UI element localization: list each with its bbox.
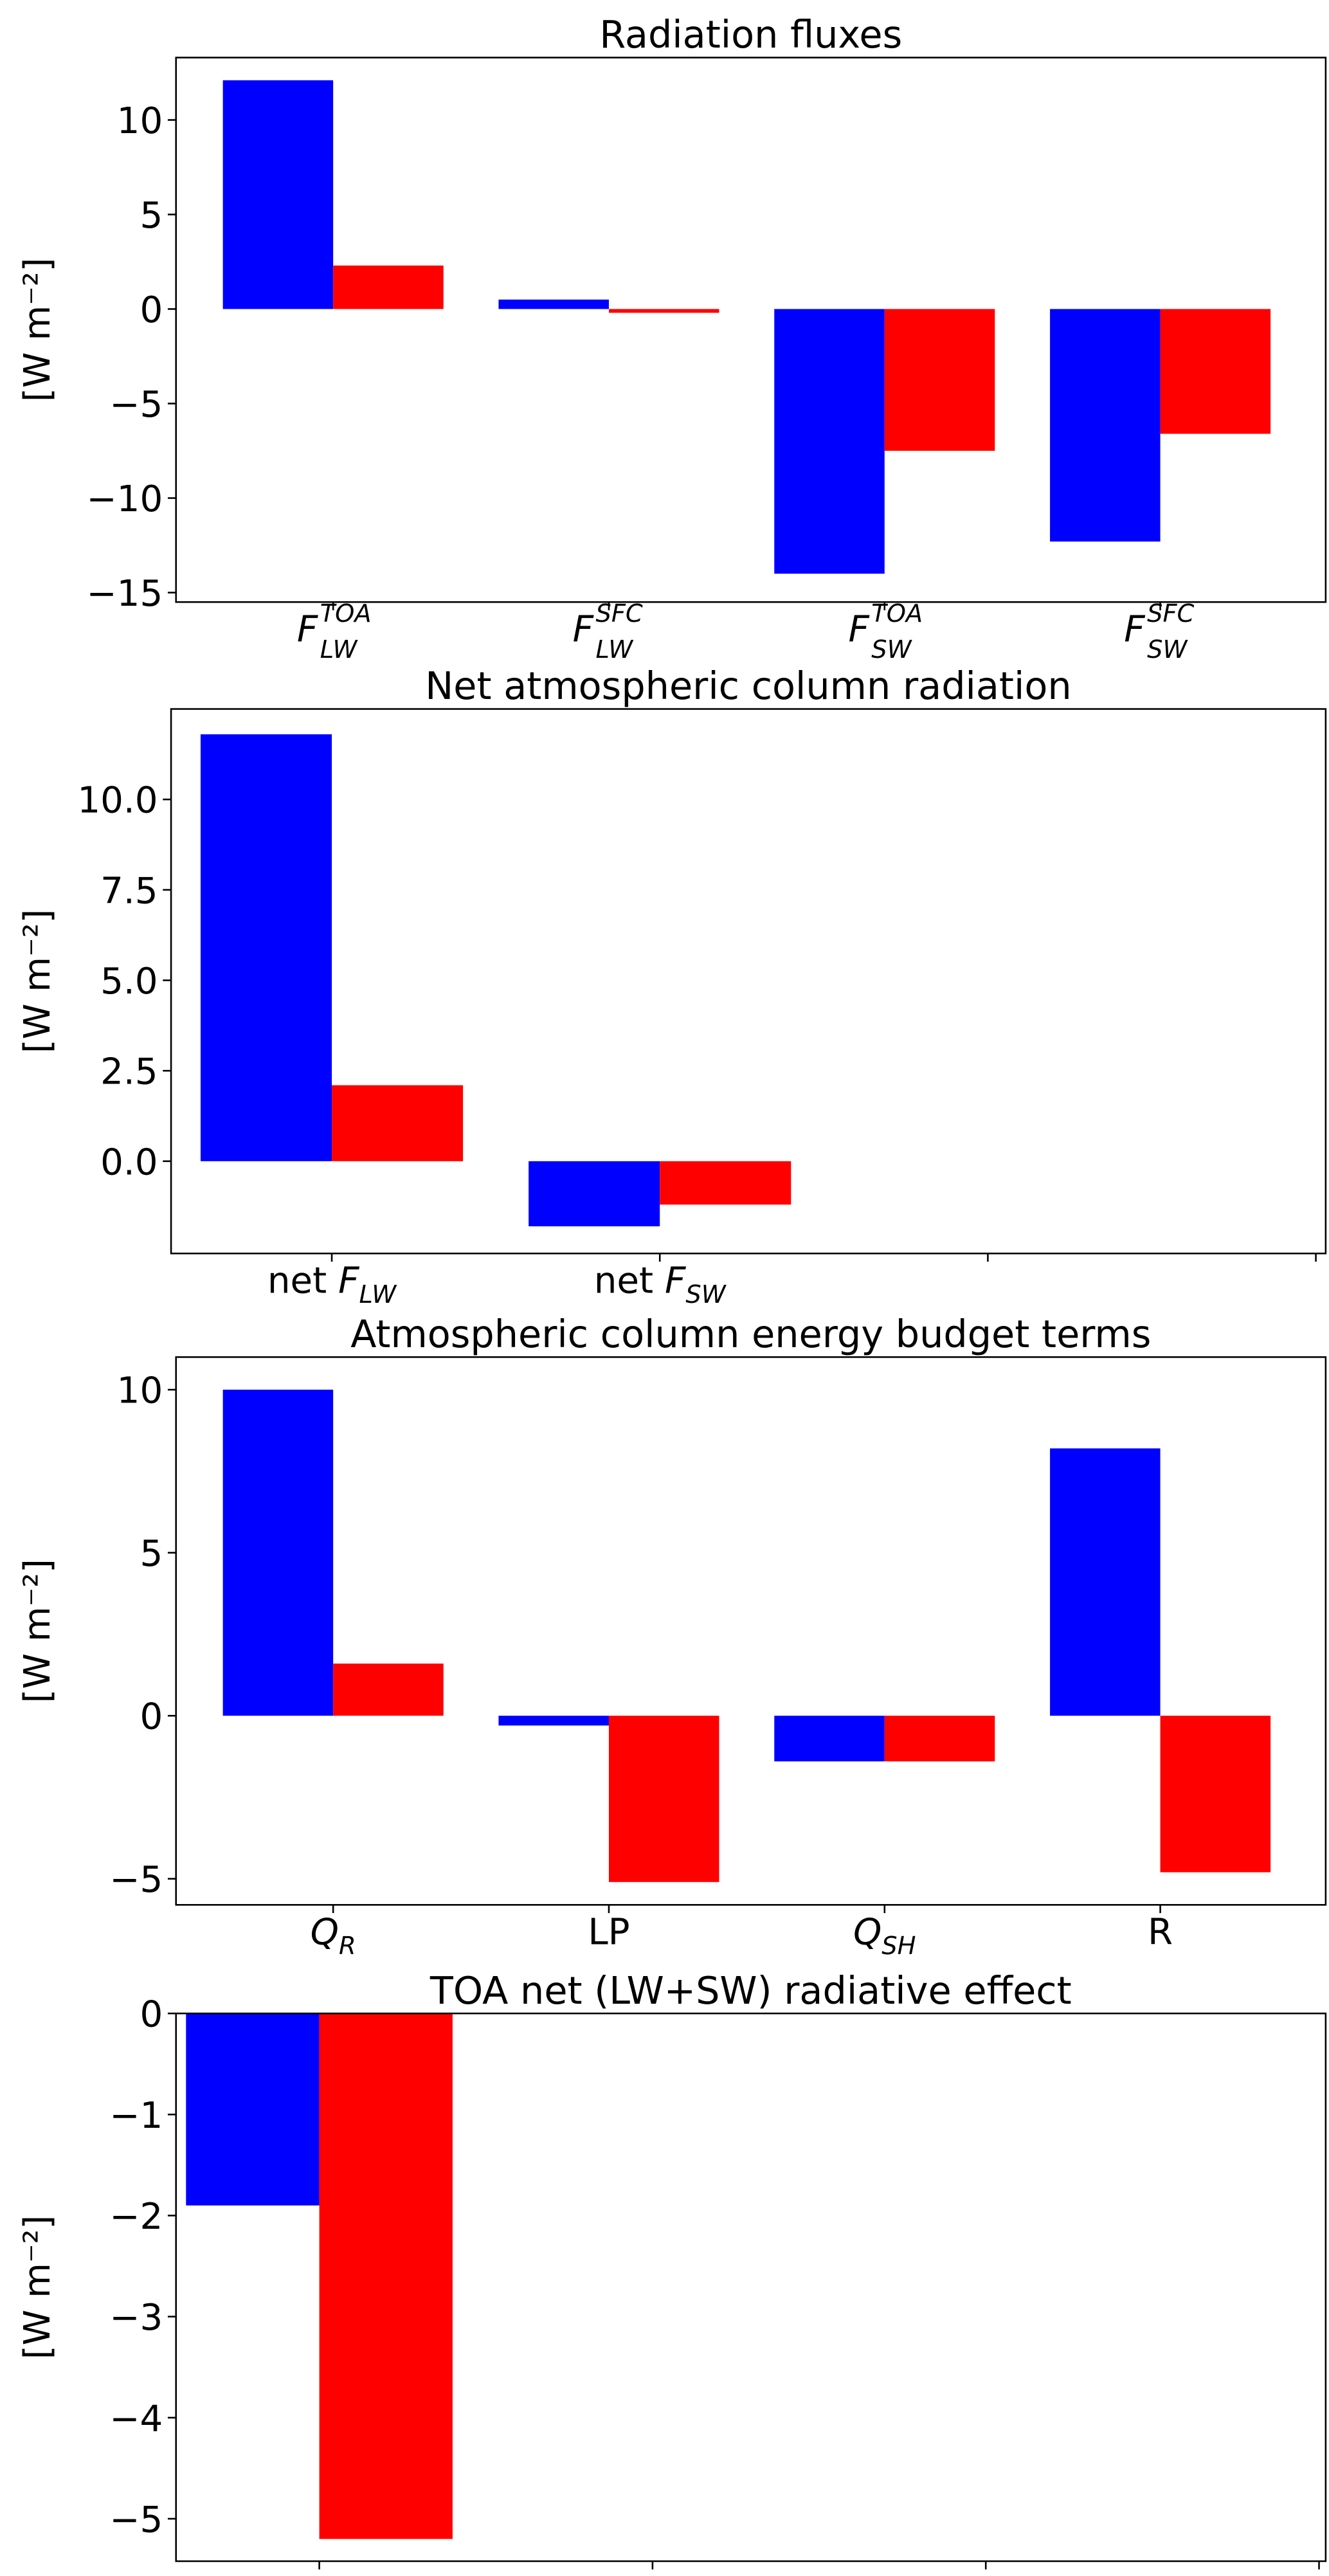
label-main: F — [297, 609, 319, 651]
label-sub: SH — [881, 1932, 916, 1961]
x-tick-label: QR — [311, 1912, 356, 1961]
y-tick-label: 0 — [140, 1994, 163, 2036]
label-main: F — [1124, 609, 1146, 651]
axes-frame — [170, 708, 1327, 1255]
x-tick-label: net FLW — [267, 1260, 397, 1309]
y-tick-label: −15 — [87, 573, 163, 615]
bar-blue-0 — [200, 734, 332, 1161]
label-sub: LW — [596, 635, 635, 664]
chart-panel-4: −5 −4 −3 −2 −1 0 TOA net (LW+SW) radiative eff… — [17, 1968, 1327, 2570]
label-main: Q — [311, 1912, 339, 1954]
bar-red-0 — [332, 1085, 464, 1161]
y-tick-label: 0 — [140, 289, 163, 331]
bar-red-2 — [884, 1716, 995, 1762]
bar-blue-2 — [774, 1716, 885, 1762]
x-tick-label: F TOA SW — [848, 599, 923, 664]
label-main: F — [338, 1260, 360, 1302]
x-tick-label: R — [1148, 1912, 1173, 1954]
label-sup: SFC — [1147, 599, 1194, 628]
bar-blue-0 — [222, 1390, 334, 1716]
x-tick-label: QSH — [853, 1912, 916, 1961]
label-text: LP — [588, 1912, 629, 1954]
bar-red-0 — [333, 1664, 444, 1716]
bar-red-1 — [608, 309, 719, 313]
y-tick-label: 10 — [117, 100, 163, 142]
y-tick-label: 7.5 — [100, 870, 158, 912]
bar-blue-0 — [222, 80, 334, 309]
chart-title: Net atmospheric column radiation — [425, 664, 1071, 708]
y-tick-label: 5 — [140, 1533, 163, 1575]
axes-frame — [175, 2012, 1327, 2562]
x-tick-label: LP — [588, 1912, 629, 1954]
label-main: Q — [853, 1912, 881, 1954]
y-tick-label: −5 — [109, 384, 163, 426]
label-sub: SW — [685, 1280, 727, 1309]
label-sub: LW — [359, 1280, 397, 1309]
y-axis-label: [W m⁻²] — [17, 1559, 59, 1703]
y-tick-label: 5 — [140, 195, 163, 237]
chart-title: Atmospheric column energy budget terms — [350, 1312, 1151, 1356]
label-prefix: net — [594, 1260, 665, 1302]
label-main: F — [573, 609, 595, 651]
y-tick-label: −10 — [87, 478, 163, 520]
label-text: QR — [311, 1912, 356, 1961]
y-tick-label: −3 — [109, 2297, 163, 2339]
chart-title: Radiation fluxes — [599, 12, 902, 57]
x-tick-label: F SFC LW — [573, 599, 643, 664]
bar-red-3 — [1160, 309, 1271, 434]
y-axis-label: [W m⁻²] — [17, 2215, 59, 2359]
axes-frame — [175, 57, 1327, 603]
label-sup: SFC — [596, 599, 643, 628]
y-tick-label: 10.0 — [77, 780, 158, 822]
label-sup: TOA — [871, 599, 923, 628]
bar-red-2 — [884, 309, 995, 451]
bar-blue-0 — [186, 2013, 320, 2206]
label-sup: TOA — [320, 599, 372, 628]
y-tick-label: −5 — [109, 1859, 163, 1901]
x-tick-label: net FSW — [594, 1260, 727, 1309]
y-tick-label: 0.0 — [100, 1141, 158, 1183]
label-prefix: net — [267, 1260, 338, 1302]
label-sub: LW — [320, 635, 359, 664]
y-tick-label: −2 — [109, 2196, 163, 2238]
x-tick-label: F TOA LW — [297, 599, 372, 664]
bar-blue-2 — [774, 309, 885, 574]
label-text: net FSW — [594, 1260, 727, 1309]
label-text: QSH — [853, 1912, 916, 1961]
bar-red-1 — [660, 1161, 791, 1205]
y-tick-label: 10 — [117, 1370, 163, 1412]
bar-red-0 — [319, 2013, 453, 2539]
y-tick-label: −1 — [109, 2095, 163, 2137]
y-tick-label: −5 — [109, 2499, 163, 2541]
y-axis-label: [W m⁻²] — [17, 909, 59, 1054]
label-sub: SW — [1147, 635, 1188, 664]
chart-title: TOA net (LW+SW) radiative effect — [429, 1968, 1072, 2013]
y-tick-label: −4 — [109, 2398, 163, 2440]
bar-blue-3 — [1050, 309, 1161, 542]
x-tick-label: F SFC SW — [1124, 599, 1194, 664]
label-main: F — [665, 1260, 687, 1302]
bar-red-1 — [608, 1716, 719, 1882]
label-text: R — [1148, 1912, 1173, 1954]
bar-blue-1 — [529, 1161, 660, 1227]
label-main: F — [848, 609, 870, 651]
axes-frame — [175, 1356, 1327, 1906]
y-tick-label: 0 — [140, 1696, 163, 1738]
bar-red-3 — [1160, 1716, 1271, 1873]
bar-blue-3 — [1050, 1448, 1161, 1716]
bar-blue-1 — [498, 299, 609, 309]
label-text: net FLW — [267, 1260, 397, 1309]
label-sub: R — [339, 1932, 356, 1961]
label-sub: SW — [871, 635, 912, 664]
y-axis-label: [W m⁻²] — [17, 258, 59, 402]
y-tick-label: 2.5 — [100, 1051, 158, 1093]
y-tick-label: 5.0 — [100, 961, 158, 1002]
bar-red-0 — [333, 265, 444, 309]
bar-blue-1 — [498, 1716, 609, 1726]
